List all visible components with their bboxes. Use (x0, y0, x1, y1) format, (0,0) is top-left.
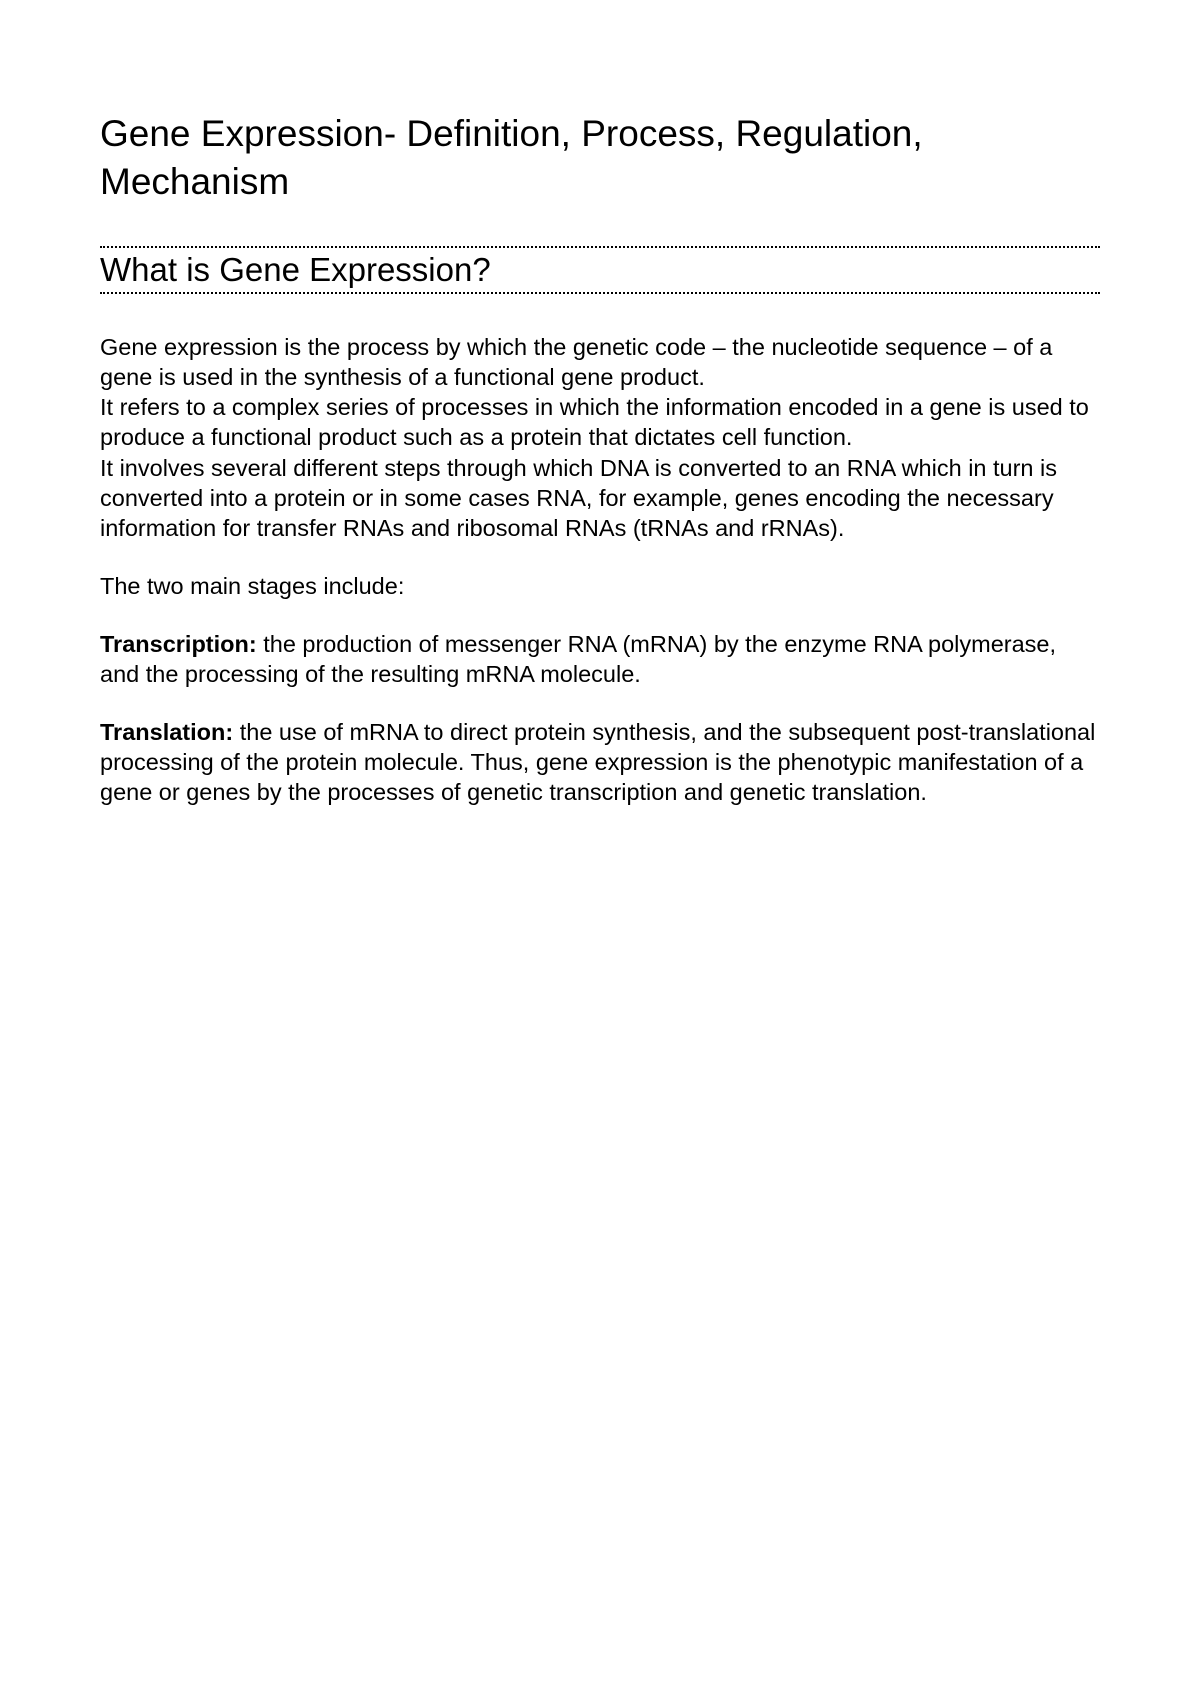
intro-text-2: It refers to a complex series of process… (100, 394, 1089, 450)
translation-paragraph: Translation: the use of mRNA to direct p… (100, 717, 1100, 807)
transcription-paragraph: Transcription: the production of messeng… (100, 629, 1100, 689)
translation-text: the use of mRNA to direct protein synthe… (100, 719, 1095, 805)
section-heading: What is Gene Expression? (100, 246, 1100, 294)
document-title: Gene Expression- Definition, Process, Re… (100, 110, 1100, 206)
intro-text-3: It involves several different steps thro… (100, 455, 1057, 541)
intro-paragraph-block: Gene expression is the process by which … (100, 332, 1100, 543)
transcription-label: Transcription: (100, 631, 257, 657)
stages-intro: The two main stages include: (100, 571, 1100, 601)
translation-label: Translation: (100, 719, 233, 745)
intro-text-1: Gene expression is the process by which … (100, 334, 1052, 390)
